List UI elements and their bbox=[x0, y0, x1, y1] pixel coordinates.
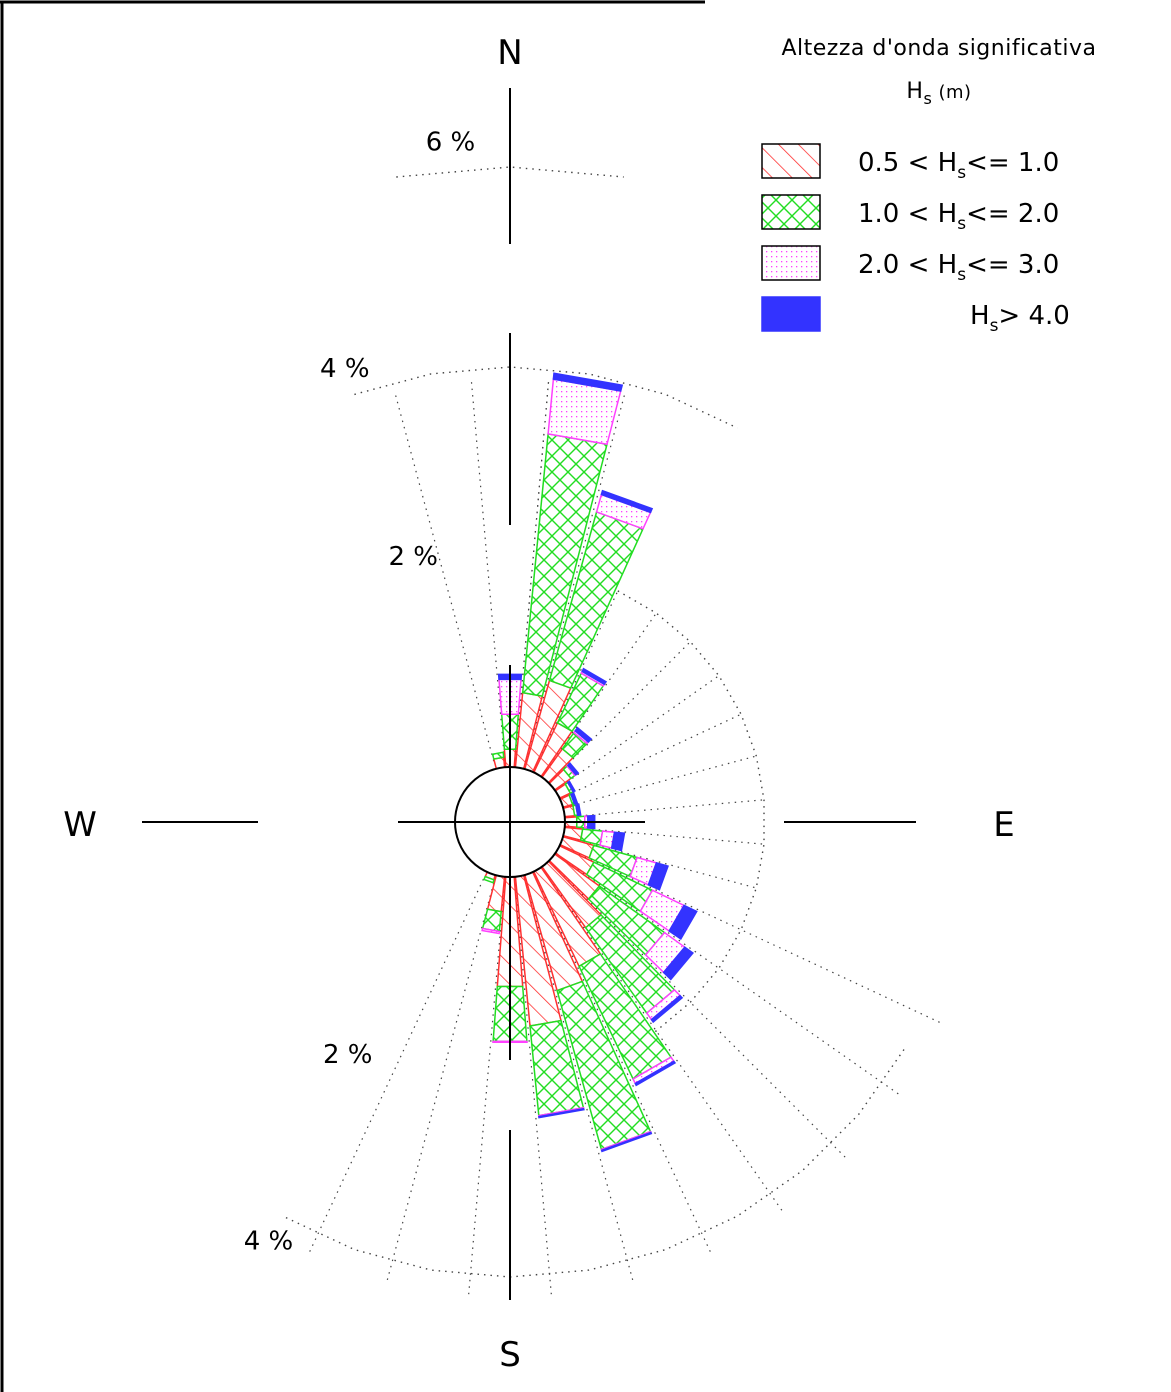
legend-subtitle-sub: s bbox=[923, 89, 932, 108]
legend: Altezza d'onda significativa Hs (m) 0.5 … bbox=[761, 36, 1096, 336]
legend-label-0.5-1.0: 0.5 < Hs<= 1.0 bbox=[858, 148, 1059, 183]
grid-spoke-8 bbox=[572, 799, 765, 818]
bar-segment-b120-class3 bbox=[668, 904, 698, 940]
bar-segment-b60-class3 bbox=[566, 780, 576, 793]
grid-spoke-22 bbox=[470, 378, 506, 760]
compass-south-label: S bbox=[499, 1335, 521, 1375]
grid-spoke-19 bbox=[386, 882, 495, 1281]
bar-segment-b130-class3 bbox=[662, 946, 694, 981]
compass-east-label: E bbox=[993, 805, 1014, 845]
radial-label-3: 2 % bbox=[323, 1040, 373, 1070]
radial-labels: 6 % 4 % 2 % 2 % 4 % bbox=[244, 128, 476, 1257]
bar-segment-b40-class3 bbox=[574, 726, 593, 744]
wind-rose-bars bbox=[481, 372, 698, 1153]
radial-label-0: 6 % bbox=[426, 128, 476, 158]
grid-spoke-6 bbox=[566, 713, 742, 796]
legend-label->4.0: Hs> 4.0 bbox=[970, 301, 1070, 336]
legend-subtitle: Hs (m) bbox=[906, 79, 971, 108]
grid-ring-0 bbox=[617, 590, 765, 1054]
grid-ring-1 bbox=[354, 366, 738, 429]
compass-north-label: N bbox=[497, 33, 522, 73]
legend-subtitle-main: H bbox=[906, 79, 923, 104]
calm-circle-group bbox=[398, 665, 645, 1060]
bar-segment-b30-class3 bbox=[581, 667, 608, 686]
legend-swatch->4.0 bbox=[761, 296, 821, 332]
grid-spoke-21 bbox=[394, 392, 495, 762]
bar-segment-b350-class1 bbox=[491, 751, 505, 760]
radial-label-4: 4 % bbox=[244, 1226, 294, 1256]
bar-segment-b50-class3 bbox=[566, 762, 580, 776]
legend-label-1.0-2.0: 1.0 < Hs<= 2.0 bbox=[858, 199, 1059, 234]
radial-label-1: 4 % bbox=[320, 354, 370, 384]
radial-label-2: 2 % bbox=[388, 542, 438, 572]
legend-subtitle-unit: (m) bbox=[932, 82, 971, 103]
legend-swatch-1.0-2.0 bbox=[761, 194, 821, 230]
compass-west-label: W bbox=[63, 805, 97, 845]
bar-segment-b70-class3 bbox=[570, 792, 579, 805]
bar-segment-b100-class3 bbox=[610, 831, 626, 852]
bar-segment-b190-class2 bbox=[481, 927, 501, 935]
legend-title: Altezza d'onda significativa bbox=[781, 36, 1096, 61]
compass-axes bbox=[142, 88, 916, 1300]
bar-segment-b170-class3 bbox=[538, 1107, 585, 1119]
bar-segment-b20-class3 bbox=[600, 489, 654, 514]
bar-segment-b150-class3 bbox=[634, 1060, 677, 1087]
bar-segment-b10-class3 bbox=[552, 372, 624, 392]
legend-swatch-2.0-3.0 bbox=[761, 245, 821, 281]
bar-segment-b160-class3 bbox=[600, 1131, 653, 1153]
bar-segment-b200-class1 bbox=[482, 875, 495, 884]
legend-swatch-0.5-1.0 bbox=[761, 143, 821, 179]
grid-spoke-7 bbox=[570, 755, 757, 807]
grid-spoke-18 bbox=[468, 884, 506, 1296]
bar-segment-b190-class1 bbox=[481, 908, 503, 933]
legend-label-2.0-3.0: 2.0 < Hs<= 3.0 bbox=[858, 250, 1059, 285]
bar-segment-b110-class3 bbox=[647, 861, 669, 891]
bar-segment-b140-class3 bbox=[650, 994, 684, 1024]
radial-grid bbox=[282, 166, 941, 1296]
bar-segment-b80-class3 bbox=[575, 803, 582, 817]
